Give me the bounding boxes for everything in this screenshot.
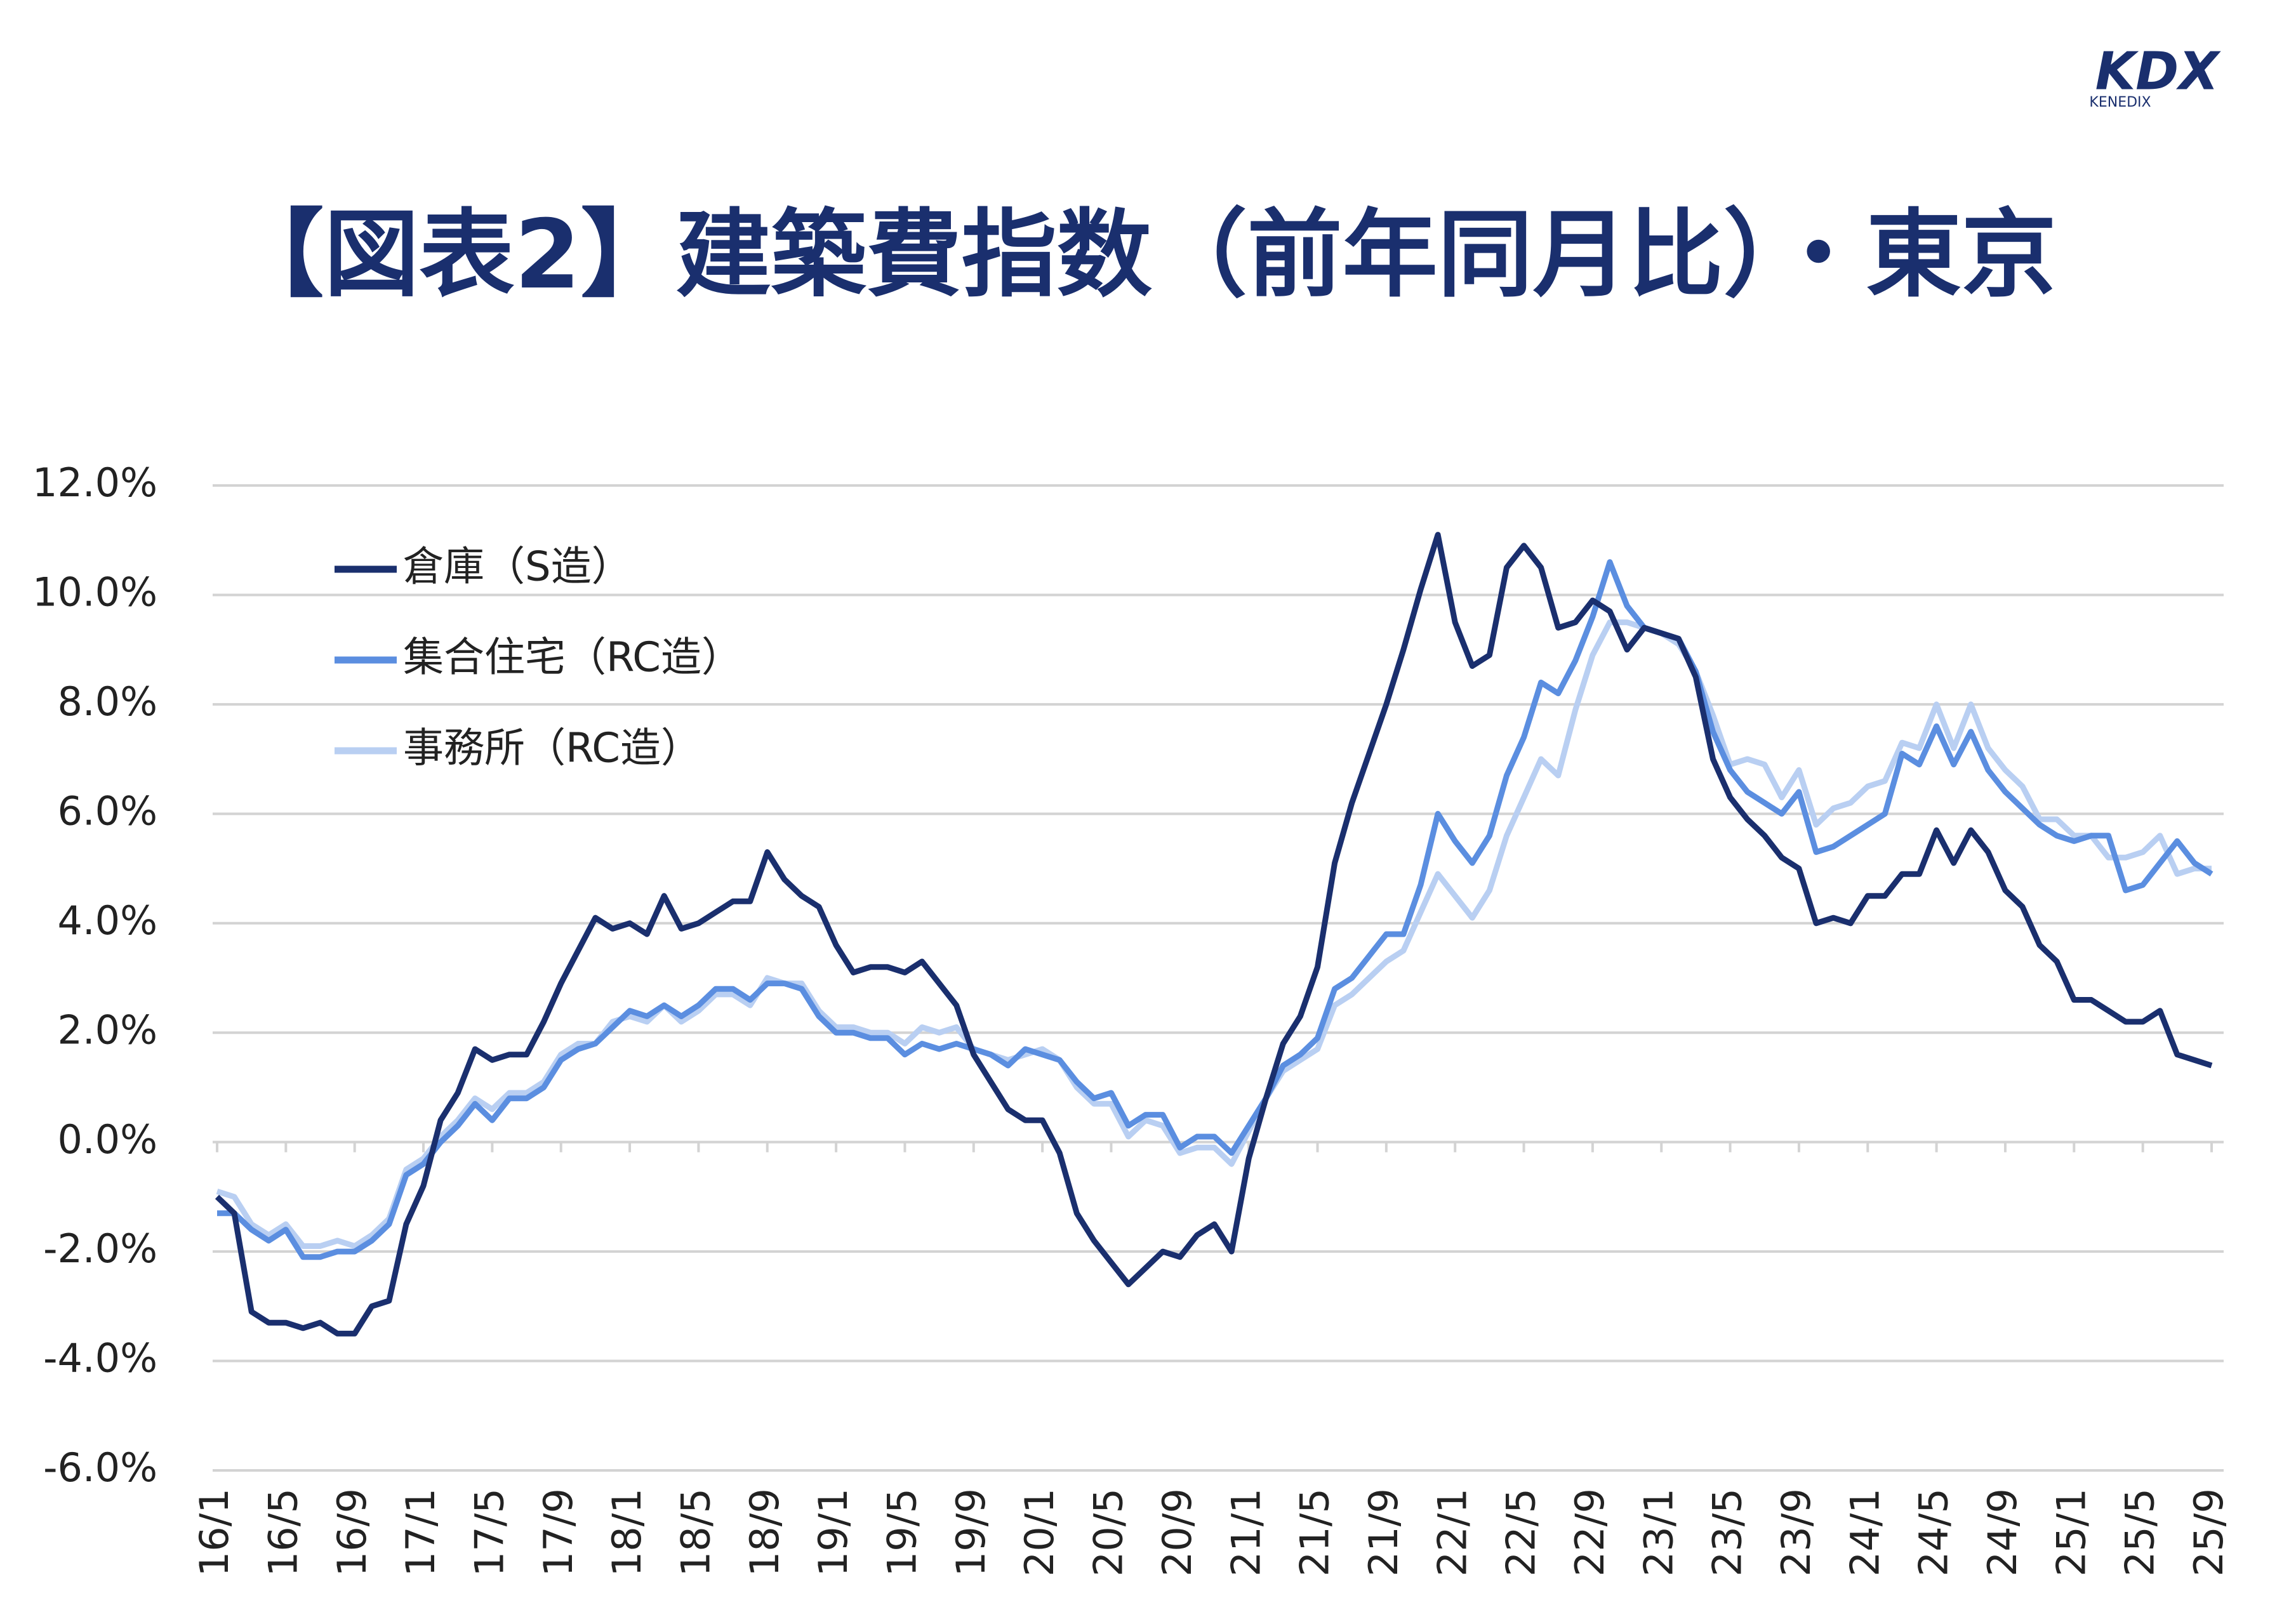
y-tick-label: 4.0% (57, 897, 157, 944)
series-line (215, 532, 2213, 1337)
x-tick-label: 22/9 (1567, 1488, 1613, 1576)
legend-label: 集合住宅（RC造） (403, 635, 742, 682)
x-tick-label: 25/9 (2186, 1488, 2232, 1576)
logo-name: KENEDIX (2089, 95, 2151, 110)
y-tick-label: 0.0% (57, 1116, 157, 1163)
y-tick-label: 6.0% (57, 788, 157, 834)
x-tick-label: 23/5 (1704, 1488, 1751, 1576)
x-tick-label: 18/5 (673, 1488, 719, 1576)
x-tick-label: 17/1 (397, 1488, 444, 1576)
x-tick-label: 19/5 (879, 1488, 926, 1576)
series-line (216, 619, 2212, 1249)
y-tick-label: 2.0% (57, 1007, 157, 1053)
x-tick-label: 18/9 (741, 1488, 788, 1576)
x-tick-label: 16/5 (260, 1488, 306, 1576)
logo-mark: KDX (2095, 41, 2222, 102)
legend-label: 事務所（RC造） (403, 725, 701, 772)
x-tick-label: 20/9 (1154, 1488, 1200, 1576)
y-tick-label: -2.0% (43, 1225, 157, 1272)
x-tick-label: 24/5 (1911, 1488, 1957, 1576)
x-tick-label: 24/9 (1979, 1488, 2026, 1576)
y-tick-label: 8.0% (57, 678, 157, 725)
x-tick-label: 21/9 (1360, 1488, 1407, 1576)
y-tick-label: 10.0% (32, 569, 157, 616)
series-line (217, 559, 2214, 1260)
x-tick-label: 23/1 (1635, 1488, 1682, 1576)
chart-title: 【図表2】建築費指数（前年同月比）・東京 (229, 200, 2056, 310)
x-tick-label: 17/9 (535, 1488, 581, 1576)
x-tick-label: 16/9 (329, 1488, 375, 1576)
x-tick-label: 16/1 (191, 1488, 237, 1576)
x-tick-label: 20/5 (1085, 1488, 1132, 1576)
y-tick-label: -6.0% (43, 1444, 157, 1491)
x-tick-label: 19/1 (810, 1488, 856, 1576)
x-tick-label: 17/5 (466, 1488, 512, 1576)
x-tick-label: 19/9 (948, 1488, 994, 1576)
x-tick-label: 24/1 (1842, 1488, 1888, 1576)
legend-label: 倉庫（S造） (403, 544, 632, 591)
y-tick-label: 12.0% (32, 459, 157, 506)
x-tick-label: 21/1 (1223, 1488, 1269, 1576)
x-tick-label: 18/1 (604, 1488, 650, 1576)
y-tick-label: -4.0% (43, 1335, 157, 1382)
x-tick-label: 22/1 (1429, 1488, 1475, 1576)
x-tick-label: 25/1 (2048, 1488, 2094, 1576)
x-tick-label: 20/1 (1016, 1488, 1063, 1576)
x-tick-label: 22/5 (1498, 1488, 1544, 1576)
x-tick-label: 21/5 (1292, 1488, 1338, 1576)
x-tick-label: 25/5 (2117, 1488, 2163, 1576)
x-tick-label: 23/9 (1773, 1488, 1819, 1576)
